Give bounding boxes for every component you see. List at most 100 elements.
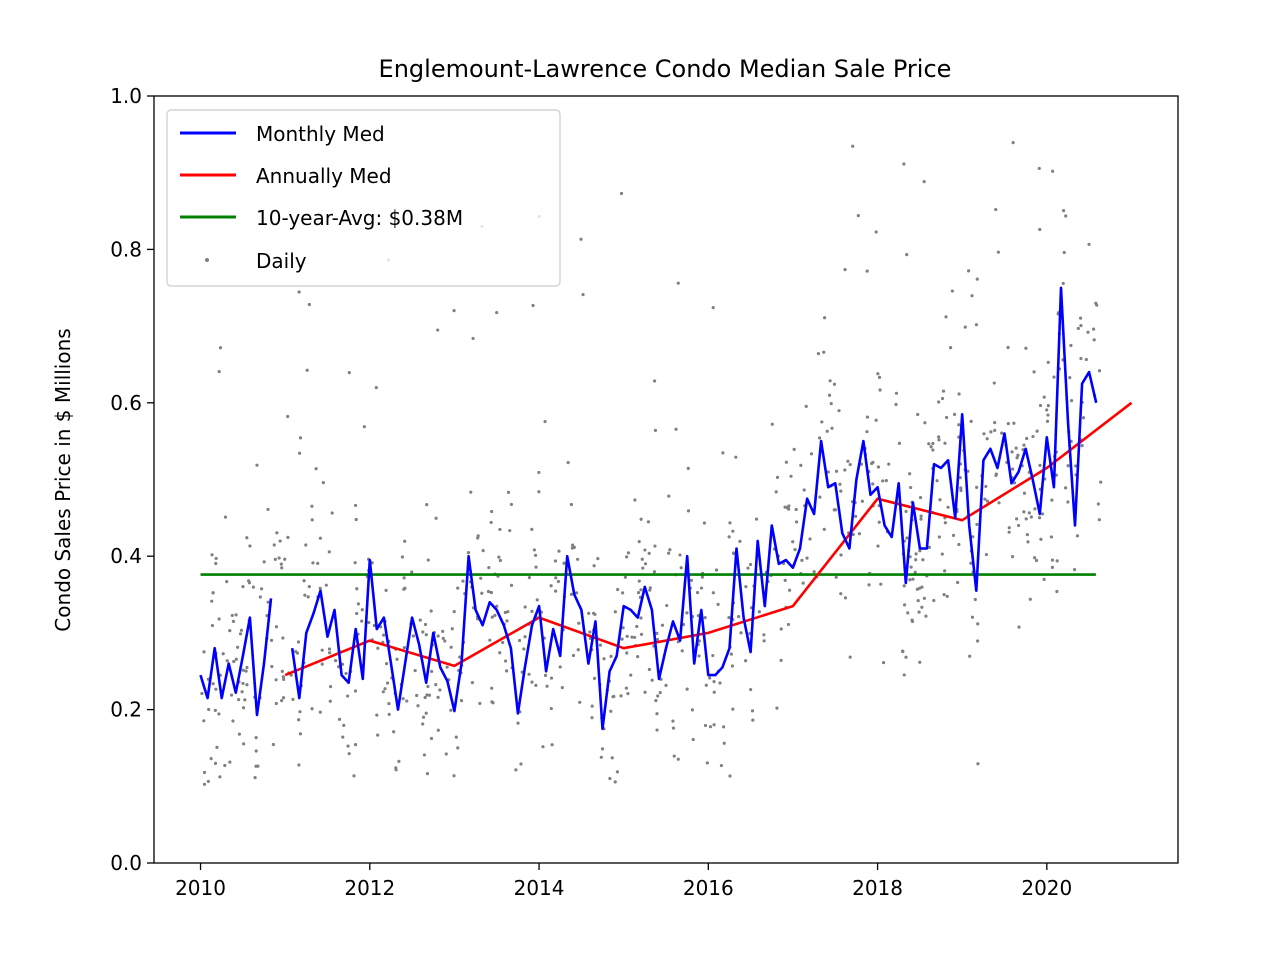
- daily-point: [302, 579, 306, 583]
- daily-point: [1096, 502, 1101, 506]
- y-tick-label: 0.0: [110, 851, 142, 875]
- daily-point: [384, 662, 389, 666]
- daily-point: [275, 531, 279, 535]
- daily-point: [636, 654, 640, 659]
- daily-point: [537, 490, 541, 494]
- daily-point: [910, 618, 914, 622]
- daily-point: [957, 392, 961, 396]
- daily-point: [1037, 516, 1042, 520]
- daily-point: [202, 782, 207, 786]
- daily-point: [655, 631, 659, 635]
- daily-point: [791, 540, 795, 544]
- daily-point: [498, 651, 502, 655]
- daily-point: [210, 553, 214, 557]
- daily-point: [626, 551, 631, 555]
- daily-point: [337, 717, 342, 721]
- daily-point: [630, 635, 634, 639]
- daily-point: [620, 637, 624, 641]
- daily-point: [920, 585, 924, 589]
- daily-point: [865, 269, 869, 273]
- daily-point: [731, 707, 735, 711]
- daily-point: [792, 447, 796, 452]
- daily-point: [314, 467, 318, 471]
- daily-point: [422, 753, 427, 757]
- daily-point: [286, 414, 290, 419]
- daily-point: [984, 484, 988, 489]
- daily-point: [306, 595, 310, 599]
- monthly-med-line: [199, 598, 273, 717]
- daily-point: [297, 718, 301, 722]
- daily-point: [826, 470, 830, 474]
- daily-point: [625, 651, 629, 655]
- daily-point: [857, 532, 862, 536]
- daily-point: [318, 536, 322, 540]
- daily-point: [1097, 518, 1101, 522]
- daily-point: [721, 451, 725, 455]
- daily-point: [613, 610, 617, 614]
- daily-point: [839, 489, 843, 493]
- daily-point: [1046, 404, 1050, 408]
- daily-point: [992, 381, 996, 385]
- daily-point: [211, 682, 215, 686]
- daily-point: [848, 655, 852, 659]
- daily-point: [737, 615, 741, 619]
- daily-point: [794, 520, 799, 524]
- daily-point: [307, 302, 311, 307]
- daily-point: [711, 306, 715, 310]
- daily-point: [729, 652, 734, 656]
- daily-point: [699, 586, 704, 590]
- daily-point: [311, 561, 315, 565]
- daily-point: [1055, 559, 1059, 563]
- daily-point: [456, 746, 460, 750]
- daily-point: [1092, 338, 1096, 342]
- daily-point: [1025, 436, 1029, 441]
- y-tick-label: 0.8: [110, 237, 142, 261]
- daily-point: [247, 581, 252, 585]
- daily-point: [658, 691, 662, 695]
- daily-point: [1015, 517, 1019, 521]
- daily-point: [333, 658, 338, 663]
- daily-point: [427, 693, 432, 697]
- daily-point: [254, 749, 258, 753]
- daily-point: [653, 544, 657, 548]
- daily-point: [436, 695, 440, 699]
- daily-point: [245, 683, 249, 687]
- daily-point: [671, 726, 676, 730]
- daily-point: [550, 743, 554, 747]
- daily-point: [952, 412, 957, 416]
- daily-point: [956, 580, 960, 585]
- daily-point: [232, 659, 236, 664]
- daily-point: [211, 591, 215, 595]
- daily-point: [943, 441, 947, 445]
- daily-point: [685, 687, 689, 691]
- daily-point: [728, 774, 732, 778]
- daily-point: [214, 561, 218, 566]
- daily-point: [1016, 523, 1021, 528]
- legend-box: [166, 109, 561, 287]
- daily-point: [504, 669, 509, 673]
- daily-point: [647, 667, 651, 672]
- daily-point: [637, 540, 641, 544]
- daily-point: [508, 528, 512, 533]
- daily-point: [466, 551, 471, 555]
- daily-point: [616, 587, 620, 592]
- daily-point: [434, 683, 438, 687]
- daily-point: [579, 237, 583, 241]
- daily-point: [421, 722, 425, 726]
- daily-point: [905, 536, 909, 540]
- daily-point: [775, 475, 780, 479]
- daily-point: [425, 693, 429, 697]
- daily-point: [626, 692, 630, 696]
- daily-point: [727, 535, 731, 539]
- daily-point: [259, 587, 264, 591]
- daily-point: [937, 435, 941, 439]
- daily-point: [945, 594, 949, 598]
- daily-point: [490, 509, 494, 514]
- x-tick-label: 2016: [683, 876, 734, 900]
- daily-point: [969, 419, 973, 424]
- daily-point: [923, 421, 927, 425]
- daily-point: [1024, 346, 1028, 350]
- daily-point: [904, 655, 908, 659]
- daily-point: [783, 505, 787, 509]
- daily-point: [375, 713, 379, 717]
